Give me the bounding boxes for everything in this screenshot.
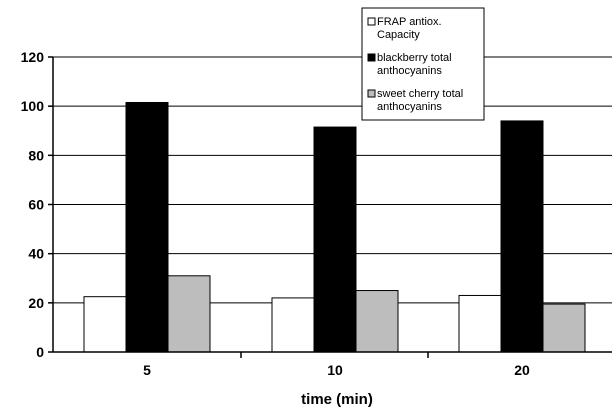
legend-box [361,7,485,121]
y-tick-label: 120 [21,49,45,65]
legend-label: anthocyanins [377,65,442,77]
legend-swatch [367,17,376,26]
bars [83,101,586,353]
legend-label: Capacity [377,29,420,41]
x-axis-title: time (min) [301,391,373,408]
bar [83,296,127,353]
bar [167,275,211,353]
y-tick-labels: 0 20 40 60 80 100 120 [21,49,53,360]
y-tick-label: 20 [28,295,44,311]
x-tick-label: 5 [143,362,151,378]
x-tick-label: 20 [514,362,530,378]
y-tick-label: 0 [36,344,44,360]
y-tick-label: 80 [28,147,44,163]
bar [355,290,399,353]
x-tick-labels: 5 10 20 [143,352,530,378]
legend-label: sweet cherry total [377,88,463,100]
legend-label: FRAP antiox. [377,16,442,28]
bar [313,126,357,353]
legend-swatch [367,89,376,98]
y-tick-label: 40 [28,246,44,262]
bar [125,101,169,353]
bar [542,303,586,353]
y-tick-label: 60 [28,197,44,213]
y-tick-label: 100 [21,98,45,114]
bar [271,297,315,353]
legend-swatch [367,53,376,62]
legend-label: blackberry total [377,52,452,64]
legend-label: anthocyanins [377,101,442,113]
bar [500,120,544,353]
x-tick-label: 10 [327,362,343,378]
bar [458,294,502,353]
